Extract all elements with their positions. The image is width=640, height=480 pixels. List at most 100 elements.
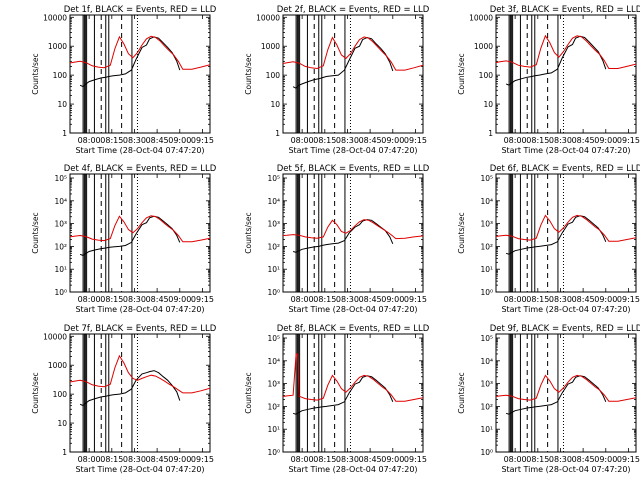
x-tick-label: 08:00 xyxy=(78,295,101,304)
x-tick-label: 08:15 xyxy=(313,455,336,464)
y-tick-label: 1 xyxy=(488,129,493,138)
y-axis-label: Counts/sec xyxy=(244,53,253,94)
series-line-lld xyxy=(70,354,210,394)
series-line-lld xyxy=(496,214,636,242)
y-tick-label: 10³ xyxy=(480,380,493,389)
series-line-lld xyxy=(283,36,423,71)
panel-title: Det 9f, BLACK = Events, RED = LLD xyxy=(490,324,640,334)
x-tick-label: 09:15 xyxy=(617,295,640,304)
series-line-events xyxy=(292,36,394,89)
x-tick-label: 08:00 xyxy=(291,455,314,464)
y-axis-label: Counts/sec xyxy=(244,212,253,253)
x-tick-label: 09:00 xyxy=(594,295,617,304)
y-tick-label: 10⁴ xyxy=(480,357,493,366)
y-axis-label: Counts/sec xyxy=(244,372,253,413)
x-tick-label: 08:00 xyxy=(291,295,314,304)
y-tick-label: 10³ xyxy=(54,220,67,229)
y-tick-label: 1 xyxy=(62,448,67,457)
y-tick-label: 10⁴ xyxy=(54,197,67,206)
x-axis-label: Start Time (28-Oct-04 07:47:20) xyxy=(501,146,630,155)
y-tick-label: 10¹ xyxy=(267,265,280,274)
detector-panel: 1 10 100 1000 10000 08:00 08:15 08:30 08:45 09:00… xyxy=(244,5,430,155)
y-axis-label: Counts/sec xyxy=(31,53,40,94)
y-tick-label: 10 xyxy=(57,100,67,109)
y-tick-label: 10¹ xyxy=(480,265,493,274)
series-line-events xyxy=(505,35,607,86)
x-axis-label: Start Time (28-Oct-04 07:47:20) xyxy=(501,305,630,314)
x-tick-label: 08:15 xyxy=(526,136,549,145)
x-tick-label: 09:15 xyxy=(191,136,214,145)
y-tick-label: 10⁰ xyxy=(267,288,280,297)
x-tick-label: 08:30 xyxy=(336,136,359,145)
series-line-events xyxy=(79,370,181,407)
plot-frame xyxy=(282,14,424,134)
series-line-events xyxy=(505,375,607,415)
y-tick-label: 10⁵ xyxy=(480,174,493,183)
y-tick-label: 10⁰ xyxy=(54,288,67,297)
x-tick-label: 09:15 xyxy=(404,136,427,145)
x-tick-label: 08:45 xyxy=(146,455,169,464)
y-tick-label: 10⁰ xyxy=(480,288,493,297)
y-tick-label: 10⁴ xyxy=(267,357,280,366)
x-axis-label: Start Time (28-Oct-04 07:47:20) xyxy=(288,146,417,155)
x-tick-label: 08:30 xyxy=(123,295,146,304)
y-tick-label: 10⁵ xyxy=(267,334,280,343)
series-line-lld xyxy=(70,215,210,243)
y-tick-label: 10² xyxy=(54,242,67,251)
y-axis-label: Counts/sec xyxy=(31,212,40,253)
x-axis-label: Start Time (28-Oct-04 07:47:20) xyxy=(288,465,417,474)
panel-title: Det 8f, BLACK = Events, RED = LLD xyxy=(277,324,430,334)
x-tick-label: 09:00 xyxy=(168,295,191,304)
y-tick-label: 10¹ xyxy=(267,425,280,434)
x-axis-label: Start Time (28-Oct-04 07:47:20) xyxy=(288,305,417,314)
y-tick-label: 10⁰ xyxy=(480,448,493,457)
y-tick-label: 100 xyxy=(53,71,68,80)
x-axis-label: Start Time (28-Oct-04 07:47:20) xyxy=(75,465,204,474)
panel-title: Det 5f, BLACK = Events, RED = LLD xyxy=(277,164,430,174)
y-axis-label: Counts/sec xyxy=(457,212,466,253)
x-tick-label: 08:45 xyxy=(572,455,595,464)
series-line-events xyxy=(505,215,607,255)
y-tick-label: 10000 xyxy=(43,332,67,341)
panel-title: Det 1f, BLACK = Events, RED = LLD xyxy=(64,5,217,15)
x-tick-label: 08:45 xyxy=(572,295,595,304)
x-tick-label: 09:15 xyxy=(191,455,214,464)
series-line-lld xyxy=(283,353,423,402)
x-tick-label: 08:30 xyxy=(123,455,146,464)
y-tick-label: 10¹ xyxy=(480,425,493,434)
x-tick-label: 09:00 xyxy=(381,295,404,304)
x-tick-label: 08:15 xyxy=(313,295,336,304)
x-tick-label: 09:15 xyxy=(404,295,427,304)
x-tick-label: 08:45 xyxy=(146,136,169,145)
x-tick-label: 09:00 xyxy=(594,136,617,145)
y-tick-label: 1 xyxy=(62,129,67,138)
y-tick-label: 1 xyxy=(275,129,280,138)
x-tick-label: 09:15 xyxy=(191,295,214,304)
panel-title: Det 2f, BLACK = Events, RED = LLD xyxy=(277,5,430,15)
x-tick-label: 08:00 xyxy=(291,136,314,145)
series-line-events xyxy=(292,375,394,415)
y-tick-label: 1000 xyxy=(48,361,67,370)
x-tick-label: 08:00 xyxy=(78,455,101,464)
x-tick-label: 09:00 xyxy=(168,455,191,464)
y-tick-label: 10 xyxy=(270,100,280,109)
detector-panel: 1 10 100 1000 10000 08:00 08:15 08:30 08:45 09:00… xyxy=(31,5,217,155)
panel-title: Det 6f, BLACK = Events, RED = LLD xyxy=(490,164,640,174)
y-axis-label: Counts/sec xyxy=(457,372,466,413)
y-tick-label: 1000 xyxy=(474,42,493,51)
x-tick-label: 08:45 xyxy=(359,455,382,464)
y-tick-label: 10² xyxy=(267,402,280,411)
y-tick-label: 10² xyxy=(480,242,493,251)
panel-title: Det 7f, BLACK = Events, RED = LLD xyxy=(64,324,217,334)
y-tick-label: 10³ xyxy=(267,220,280,229)
x-tick-label: 08:15 xyxy=(313,136,336,145)
x-tick-label: 08:45 xyxy=(359,136,382,145)
y-tick-label: 10¹ xyxy=(54,265,67,274)
x-axis-label: Start Time (28-Oct-04 07:47:20) xyxy=(501,465,630,474)
x-tick-label: 08:30 xyxy=(123,136,146,145)
